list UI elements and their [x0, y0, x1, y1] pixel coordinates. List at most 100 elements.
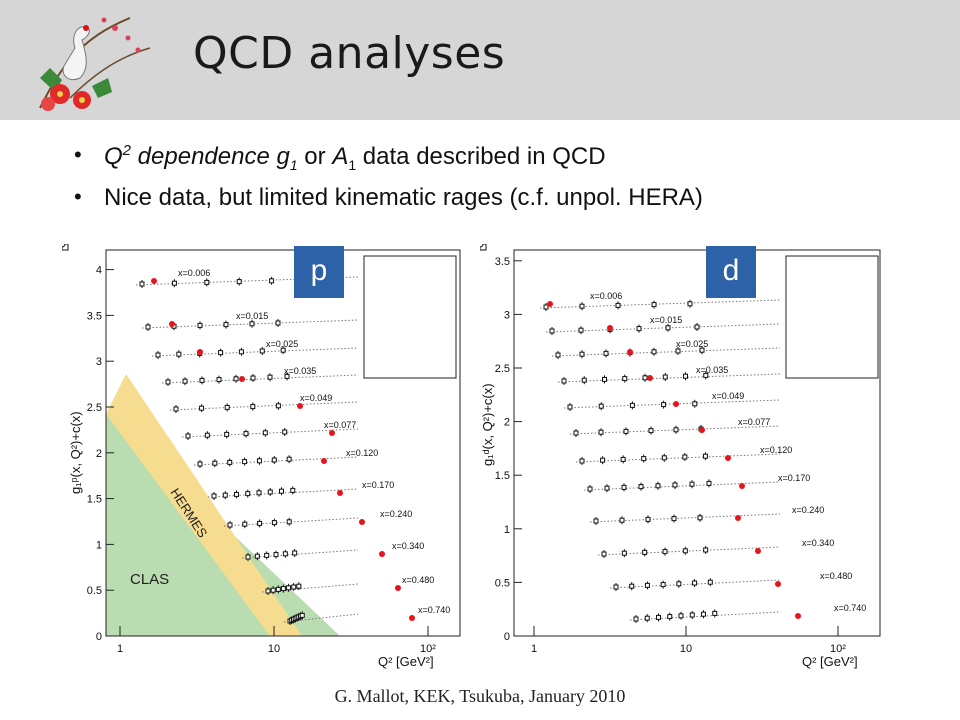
data-point [216, 377, 222, 383]
y-tick-label: 1 [96, 539, 102, 551]
data-point [227, 459, 233, 465]
y-tick-label: 2.5 [87, 402, 102, 414]
data-point [651, 349, 657, 355]
data-point [242, 521, 248, 527]
data-point [176, 351, 182, 357]
clas-region-label: CLAS [130, 571, 169, 588]
data-point [249, 321, 255, 327]
data-point [279, 488, 284, 494]
data-point [199, 377, 205, 383]
data-point [212, 460, 218, 466]
fit-curve [207, 488, 359, 498]
x-bin-label: x=0.006 [590, 291, 622, 301]
compass-point [647, 375, 653, 381]
fit-curve [557, 373, 781, 383]
data-point [223, 322, 229, 328]
data-point [139, 281, 145, 287]
proton-plot-canvas: 0 0.5 1 1.5 2 2.5 3 3.5 4 1 10 10² x=0.006 x=0.015 x… [62, 244, 461, 669]
y-tick-label: 1.5 [495, 470, 510, 482]
x-bin-label: x=0.035 [284, 366, 316, 376]
data-point [661, 402, 667, 408]
x-bin-label: x=0.025 [266, 339, 298, 349]
compass-point [151, 278, 157, 284]
x-axis-label: Q² [GeV²] [378, 654, 434, 669]
a-symbol: A [332, 143, 349, 170]
bullet-text-part: data described in QCD [356, 143, 606, 170]
compass-point [379, 551, 385, 557]
y-tick-label: 2 [96, 448, 102, 460]
legend-label: SMC [62, 244, 83, 246]
data-point [267, 374, 273, 380]
y-tick-label: 0.5 [495, 577, 510, 589]
data-point [601, 551, 607, 557]
data-point [629, 402, 635, 408]
data-point [683, 373, 688, 379]
data-point [578, 327, 584, 333]
data-point [270, 587, 276, 593]
fit-curve [169, 401, 359, 411]
hermes-region [106, 374, 302, 636]
compass-point [359, 519, 365, 525]
data-point [267, 489, 273, 495]
compass-point [739, 483, 745, 489]
data-point [641, 456, 647, 462]
data-point [245, 554, 251, 560]
plot-proton: 0 0.5 1 1.5 2 2.5 3 3.5 4 1 10 10² x=0.006 x=0.015 x… [62, 244, 464, 676]
data-point [173, 406, 179, 412]
compass-point [395, 585, 401, 591]
data-point [238, 349, 244, 355]
data-point [286, 519, 292, 525]
data-point [699, 347, 705, 353]
fit-curve [551, 347, 781, 357]
deuteron-plot-canvas: 0 0.5 1 1.5 2 2.5 3 3.5 1 10 10² x=0.006 x=0.015 x=… [480, 244, 881, 669]
slide-title: QCD analyses [193, 28, 506, 79]
data-point [211, 493, 217, 499]
y-tick-label: 1.5 [87, 494, 102, 506]
data-point [282, 551, 288, 557]
data-point [598, 429, 604, 435]
x-bin-label: x=0.170 [362, 480, 394, 490]
data-point [644, 615, 650, 621]
data-point [648, 428, 654, 434]
x-bin-label: x=0.340 [802, 538, 834, 548]
data-point [579, 351, 585, 357]
data-point [703, 547, 709, 553]
compass-point [337, 490, 343, 496]
data-point [296, 583, 302, 589]
legend-marker [62, 244, 66, 248]
y-tick-label: 0 [96, 631, 102, 643]
data-point [655, 483, 661, 489]
compass-point [239, 376, 245, 382]
y-axis-label: g₁ᵖ(x, Q²)+c(x) [68, 411, 83, 494]
data-point [227, 522, 233, 528]
data-point [262, 430, 268, 436]
legend-box: SMCE143E155HERMESCOMPASSCLAS W>2.5LSS 05 [62, 244, 457, 379]
y-tick-label: 3 [96, 356, 102, 368]
legend-label: E155 [62, 244, 83, 246]
data-point [613, 584, 619, 590]
legend-label: LSS 05 [480, 244, 510, 246]
data-point [224, 431, 230, 437]
bullet-item: • Nice data, but limited kinematic rages… [60, 184, 940, 226]
data-point [645, 516, 651, 522]
data-point [290, 487, 296, 493]
data-point [282, 429, 288, 435]
data-point [299, 612, 305, 618]
data-point [667, 614, 673, 620]
data-point [712, 610, 718, 616]
data-point [555, 352, 561, 358]
compass-point [329, 430, 335, 436]
q-exponent: 2 [122, 142, 132, 159]
data-point [581, 377, 587, 383]
y-tick-label: 3 [504, 309, 510, 321]
data-point [642, 549, 648, 555]
data-point [621, 484, 627, 490]
x-bin-label: x=0.035 [696, 365, 728, 375]
fit-curve [629, 611, 781, 621]
y-tick-label: 2.5 [495, 363, 510, 375]
compass-point [673, 401, 679, 407]
x-bin-label: x=0.240 [380, 509, 412, 519]
x-bin-label: x=0.015 [650, 315, 682, 325]
footer-credit: G. Mallot, KEK, Tsukuba, January 2010 [334, 686, 626, 706]
fit-curve [597, 546, 781, 556]
